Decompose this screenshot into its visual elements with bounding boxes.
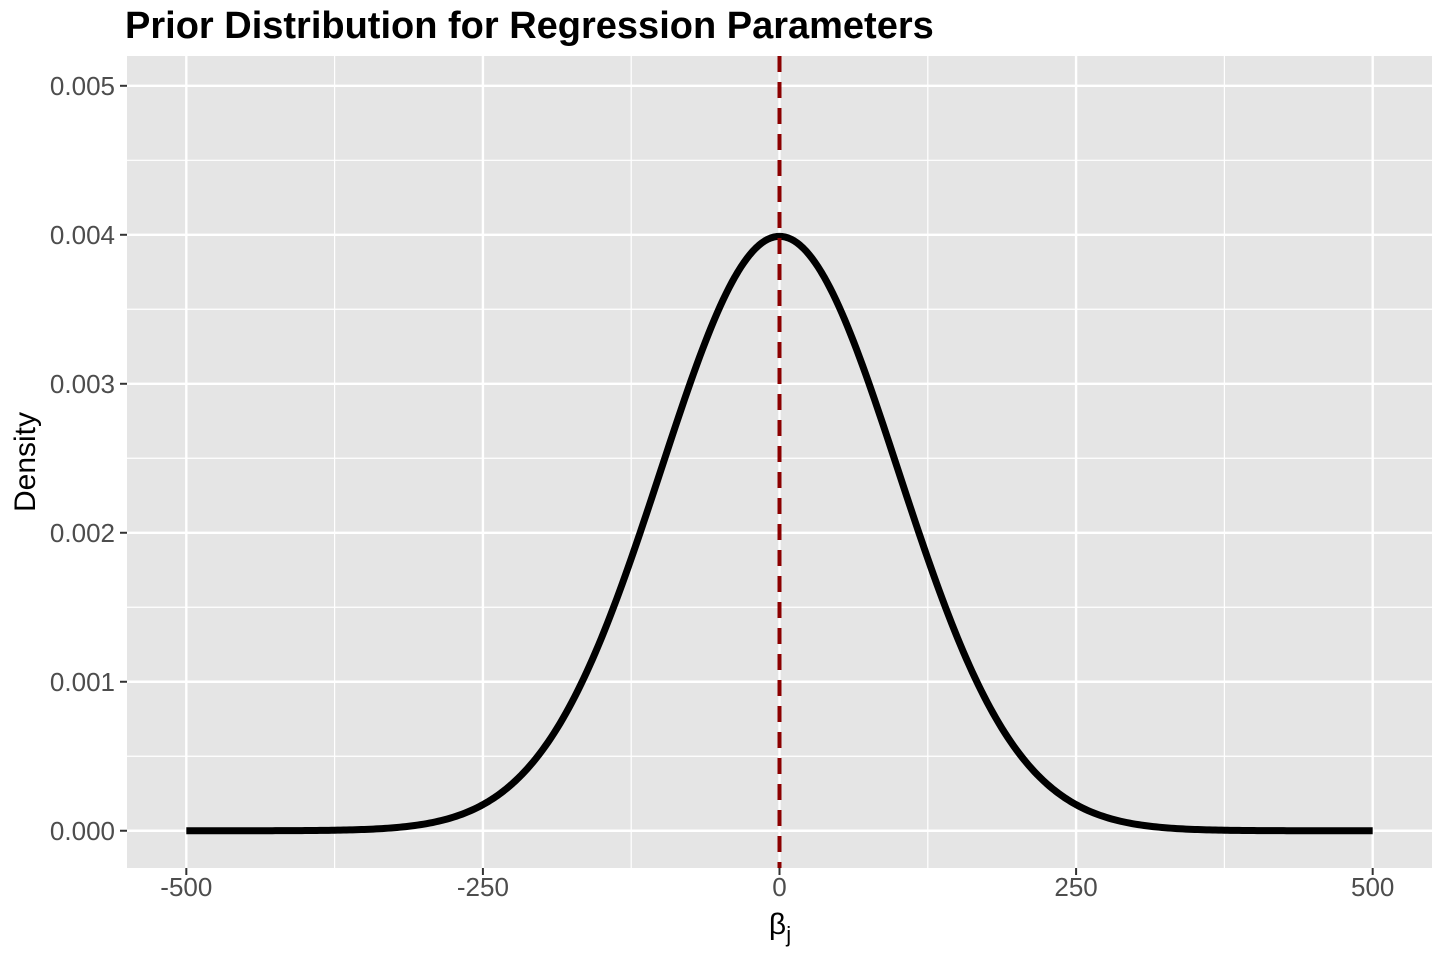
- x-axis-title-subscript: j: [785, 922, 791, 947]
- x-axis: -500 -250 0 250 500: [160, 868, 1394, 902]
- y-axis-title: Density: [9, 412, 42, 512]
- x-axis-title-symbol: β: [769, 908, 786, 941]
- y-tick-label: 0.001: [50, 667, 115, 697]
- major-grid-lines: [127, 56, 1432, 868]
- x-tick-label: 0: [772, 872, 786, 902]
- x-tick-label: 250: [1054, 872, 1097, 902]
- x-axis-title: βj: [769, 908, 791, 947]
- y-tick-label: 0.002: [50, 518, 115, 548]
- y-tick-label: 0.005: [50, 71, 115, 101]
- y-tick-label: 0.000: [50, 816, 115, 846]
- y-axis: 0.000 0.001 0.002 0.003 0.004 0.005: [50, 71, 127, 846]
- density-curve: [185, 232, 1374, 835]
- y-tick-label: 0.003: [50, 369, 115, 399]
- y-tick-label: 0.004: [50, 220, 115, 250]
- x-tick-label: -500: [160, 872, 212, 902]
- chart-title: Prior Distribution for Regression Parame…: [125, 5, 934, 47]
- x-tick-label: 500: [1351, 872, 1394, 902]
- x-tick-label: -250: [457, 872, 509, 902]
